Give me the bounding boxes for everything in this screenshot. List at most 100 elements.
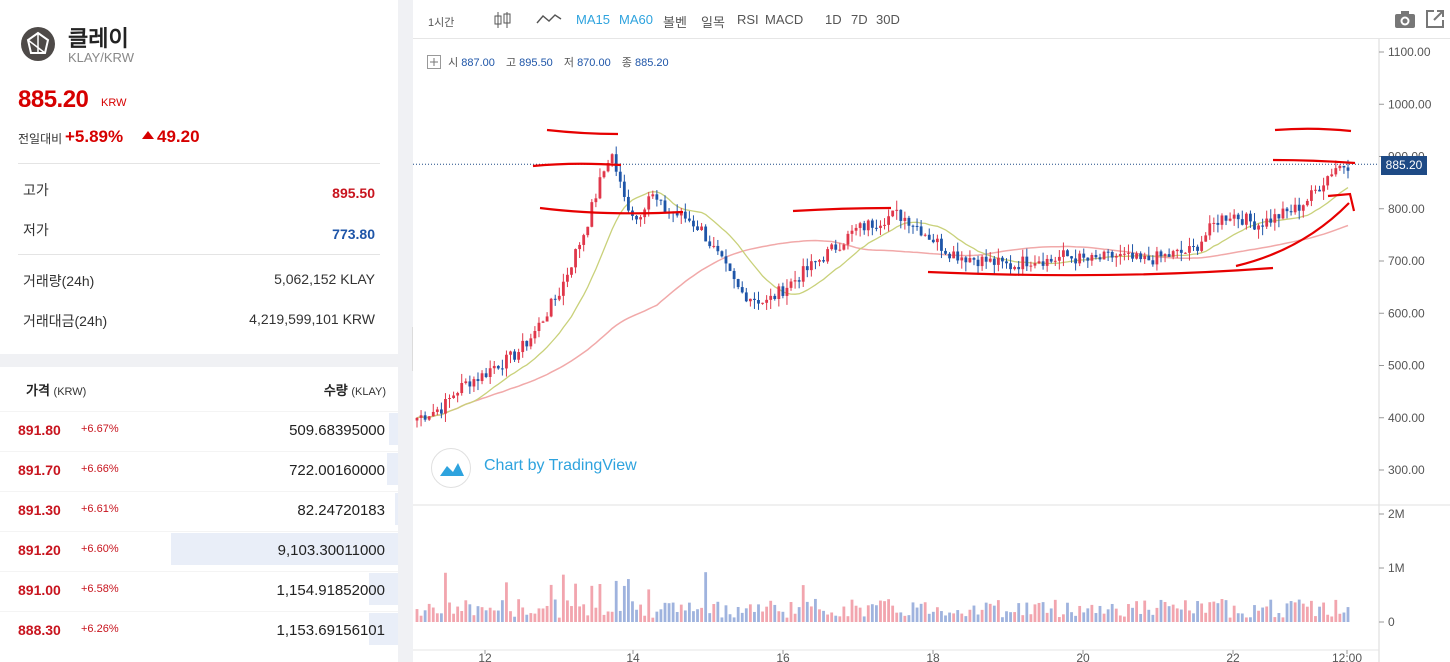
annotation-stroke: [792, 206, 892, 213]
volume-bar: [1021, 615, 1025, 622]
volume-bar: [1151, 614, 1155, 622]
volume-bar: [606, 611, 610, 622]
candle-body: [545, 316, 549, 322]
candle-body: [472, 379, 476, 387]
volume-bar: [748, 604, 752, 622]
price-header-unit: (KRW): [53, 386, 87, 398]
price-tick-label: 400.00: [1388, 411, 1425, 425]
expand-legend-icon[interactable]: [427, 55, 441, 69]
volume-bar: [1196, 601, 1199, 622]
bollinger-toggle[interactable]: 볼벤: [663, 15, 687, 30]
candle-body: [797, 280, 801, 282]
price-tick-label: 1100.00: [1388, 45, 1431, 59]
candle-body: [972, 258, 976, 260]
volume-bar: [622, 585, 626, 622]
ma15-toggle[interactable]: MA15: [576, 12, 610, 27]
rsi-toggle[interactable]: RSI: [737, 12, 759, 27]
candle-body: [675, 213, 679, 216]
volume-bar: [582, 604, 586, 622]
volume-bar: [895, 612, 899, 622]
interval-selector[interactable]: 1시간: [428, 17, 455, 29]
candle-body: [1346, 167, 1350, 171]
qty-header-unit: (KLAY): [351, 386, 386, 398]
candle-body: [846, 233, 850, 245]
range-1d-button[interactable]: 1D: [825, 12, 842, 27]
candle-body: [1114, 256, 1118, 258]
orderbook-quantity: 722.00160000: [289, 462, 385, 479]
range-7d-button[interactable]: 7D: [851, 12, 868, 27]
popout-icon[interactable]: [1425, 9, 1445, 32]
candle-body: [659, 199, 663, 201]
volume-bar: [911, 602, 915, 622]
candle-body: [809, 261, 813, 271]
annotation-stroke: [532, 162, 622, 168]
candle-body: [696, 226, 699, 231]
candle-body: [1249, 213, 1252, 222]
volume-bar: [919, 603, 923, 622]
volume-bar: [1066, 602, 1069, 622]
candle-type-icon[interactable]: [492, 9, 514, 31]
price-tick-label: 700.00: [1388, 254, 1425, 268]
volume-bar: [594, 607, 598, 622]
candle-body: [570, 267, 573, 275]
candle-body: [1338, 165, 1342, 169]
price-chart[interactable]: 1시간 MA15 MA60 볼벤 일목 RSI MACD 1D 7D 30D 1…: [413, 0, 1450, 662]
price-tick-label: 600.00: [1388, 306, 1425, 320]
candle-body: [818, 260, 821, 262]
candle-body: [1175, 249, 1179, 252]
volume-bar: [448, 602, 451, 622]
macd-toggle[interactable]: MACD: [765, 12, 804, 27]
orderbook-row[interactable]: 891.30 +6.61% 82.24720183: [0, 491, 398, 525]
volume-bar: [525, 614, 529, 622]
volume-bar: [480, 607, 484, 622]
orderbook-row[interactable]: 891.70 +6.66% 722.00160000: [0, 451, 398, 485]
volume-bar: [1013, 612, 1017, 622]
candle-body: [1330, 174, 1334, 177]
volume-bar: [1155, 607, 1159, 622]
candle-body: [801, 266, 805, 282]
candle-body: [464, 381, 468, 384]
orderbook-row[interactable]: 891.00 +6.58% 1,154.91852000: [0, 571, 398, 605]
qty-header-label: 수량: [323, 383, 348, 398]
line-type-icon[interactable]: [536, 11, 562, 30]
volume-bar: [830, 612, 834, 622]
orderbook-row[interactable]: 888.30 +6.26% 1,153.69156101: [0, 611, 398, 645]
volume-bar: [944, 615, 947, 622]
candle-body: [960, 257, 964, 261]
candle-body: [415, 417, 419, 421]
price-header-label: 가격: [26, 383, 50, 398]
volume-bar: [1147, 609, 1151, 622]
volume-bar: [521, 607, 525, 622]
tradingview-watermark[interactable]: Chart by TradingView: [484, 457, 637, 474]
volume-bar: [1143, 600, 1147, 622]
camera-icon[interactable]: [1394, 9, 1416, 32]
candle-body: [1244, 213, 1248, 225]
candle-body: [1122, 253, 1126, 255]
volume-bar: [1033, 604, 1037, 622]
volume-bar: [1240, 613, 1244, 622]
candle-body: [761, 302, 764, 304]
candle-body: [1281, 208, 1285, 219]
volume-bar: [1293, 602, 1297, 622]
range-30d-button[interactable]: 30D: [876, 12, 900, 27]
orderbook-row[interactable]: 891.20 +6.60% 9,103.30011000: [0, 531, 398, 565]
volume-bar: [509, 611, 512, 622]
volume-bar: [1025, 602, 1029, 622]
volume-bar: [1224, 600, 1228, 622]
volume-bar: [464, 600, 468, 622]
tradingview-logo-icon[interactable]: [431, 448, 471, 488]
low-label: 저가: [23, 222, 49, 238]
candle-body: [1118, 254, 1122, 257]
ichimoku-toggle[interactable]: 일목: [701, 15, 725, 30]
ma60-toggle[interactable]: MA60: [619, 12, 653, 27]
volume-bar: [866, 605, 870, 622]
volume-bar: [1322, 602, 1326, 622]
orderbook-row[interactable]: 891.80 +6.67% 509.68395000: [0, 411, 398, 445]
volume-bar: [566, 600, 569, 622]
volume-bar: [716, 601, 720, 622]
amount-value: 4,219,599,101 KRW: [249, 311, 375, 327]
candle-body: [822, 260, 825, 262]
volume-bar: [1135, 601, 1138, 622]
volume-bar: [1106, 609, 1110, 622]
candle-body: [639, 217, 643, 220]
